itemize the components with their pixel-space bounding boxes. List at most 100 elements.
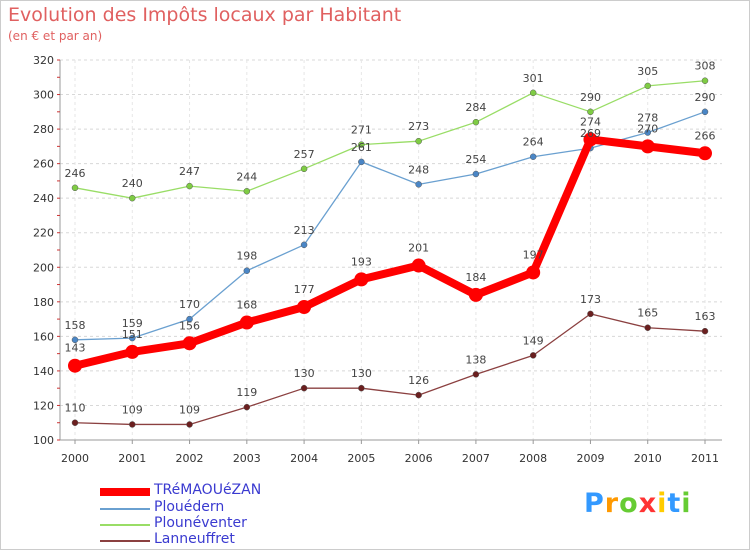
legend-item-lanneuffret: Lanneuffret [100,531,360,549]
data-point [415,137,422,145]
logo-letter: P [584,488,605,519]
data-point [182,336,197,351]
data-point [297,300,312,314]
data-label: 165 [637,307,658,320]
data-point [644,82,651,90]
data-point [243,403,251,411]
data-point [129,194,136,202]
data-label: 274 [580,115,601,128]
data-point [354,272,369,287]
data-point [472,118,480,126]
data-label: 240 [122,177,143,190]
data-point [529,352,537,359]
data-label: 270 [637,122,658,135]
data-point [125,344,140,359]
data-label: 201 [408,242,429,255]
y-tick-label: 240 [33,192,54,205]
data-point [358,384,365,392]
data-point [644,129,651,136]
data-label: 248 [408,163,429,176]
data-label: 273 [408,120,429,133]
data-label: 257 [294,148,315,161]
legend-item-plouneventer: Plounéventer [100,515,360,533]
data-point [529,153,537,160]
data-label: 305 [637,65,658,78]
y-tick-label: 120 [33,399,54,412]
chart-subtitle: (en € et par an) [8,29,103,43]
logo-letter: x [638,488,658,519]
data-label: 290 [695,91,716,104]
data-label: 271 [351,124,372,137]
data-point [300,165,308,173]
series-line-plouédern [74,111,706,341]
data-point [71,419,79,426]
data-label: 156 [179,319,200,332]
data-label: 149 [523,334,544,347]
data-point [472,170,480,178]
data-label: 158 [65,319,86,332]
data-point [239,315,254,330]
data-point [68,358,82,373]
data-point [415,391,422,399]
data-point [472,371,480,378]
data-point [701,327,709,335]
data-label: 110 [65,402,86,415]
legend-label: TRéMAOUéZAN [154,482,262,498]
x-tick-label: 2002 [176,452,204,465]
data-point [583,132,598,147]
data-label: 269 [580,127,601,140]
data-point [186,421,193,428]
legend-item-plouedern: Plouédern [100,499,360,517]
legend-swatch [100,488,150,496]
legend-swatch [100,524,150,526]
data-label: 119 [236,386,257,399]
logo-letter: i [657,488,668,519]
data-label: 290 [580,91,601,104]
legend-swatch [100,508,150,510]
x-tick-label: 2008 [519,452,547,465]
data-point [71,184,79,192]
data-label: 278 [637,112,658,125]
legend-label: Plounéventer [154,515,247,531]
legend-label: Plouédern [154,499,225,515]
x-tick-label: 2010 [634,452,662,465]
data-point [701,108,709,116]
data-label: 173 [580,293,601,306]
y-tick-label: 200 [33,261,54,274]
x-tick-label: 2011 [691,452,719,465]
data-point [186,315,193,323]
data-label: 143 [65,342,86,355]
series-line-plounéventer [74,80,706,199]
legend-item-tremaouezan: TRéMAOUéZAN [100,482,360,500]
data-label: 266 [695,129,716,142]
x-tick-label: 2000 [61,452,89,465]
data-label: 126 [408,374,429,387]
data-point [71,336,79,344]
data-label: 163 [695,310,716,323]
data-label: 151 [122,328,143,341]
data-label: 254 [465,153,486,166]
x-tick-label: 2001 [118,452,146,465]
y-tick-label: 280 [33,123,54,136]
y-tick-label: 260 [33,158,54,171]
logo-letter: t [667,488,682,519]
data-point [243,267,251,274]
data-point [526,265,541,280]
data-point [300,241,308,249]
y-tick-label: 100 [33,434,54,447]
data-point [587,108,594,116]
data-point [529,89,537,97]
data-point [129,421,136,428]
proxiti-logo: Proxiti [584,488,692,519]
data-label: 130 [294,367,315,380]
data-label: 301 [523,72,544,85]
data-point [701,77,709,84]
data-point [644,324,651,331]
data-label: 308 [695,60,716,73]
series-line-lanneuffret [74,313,706,426]
y-tick-label: 140 [33,365,54,378]
data-point [415,181,422,188]
data-label: 177 [294,283,315,296]
data-label: 184 [465,271,486,284]
series-line-trémaouézan [71,135,709,370]
